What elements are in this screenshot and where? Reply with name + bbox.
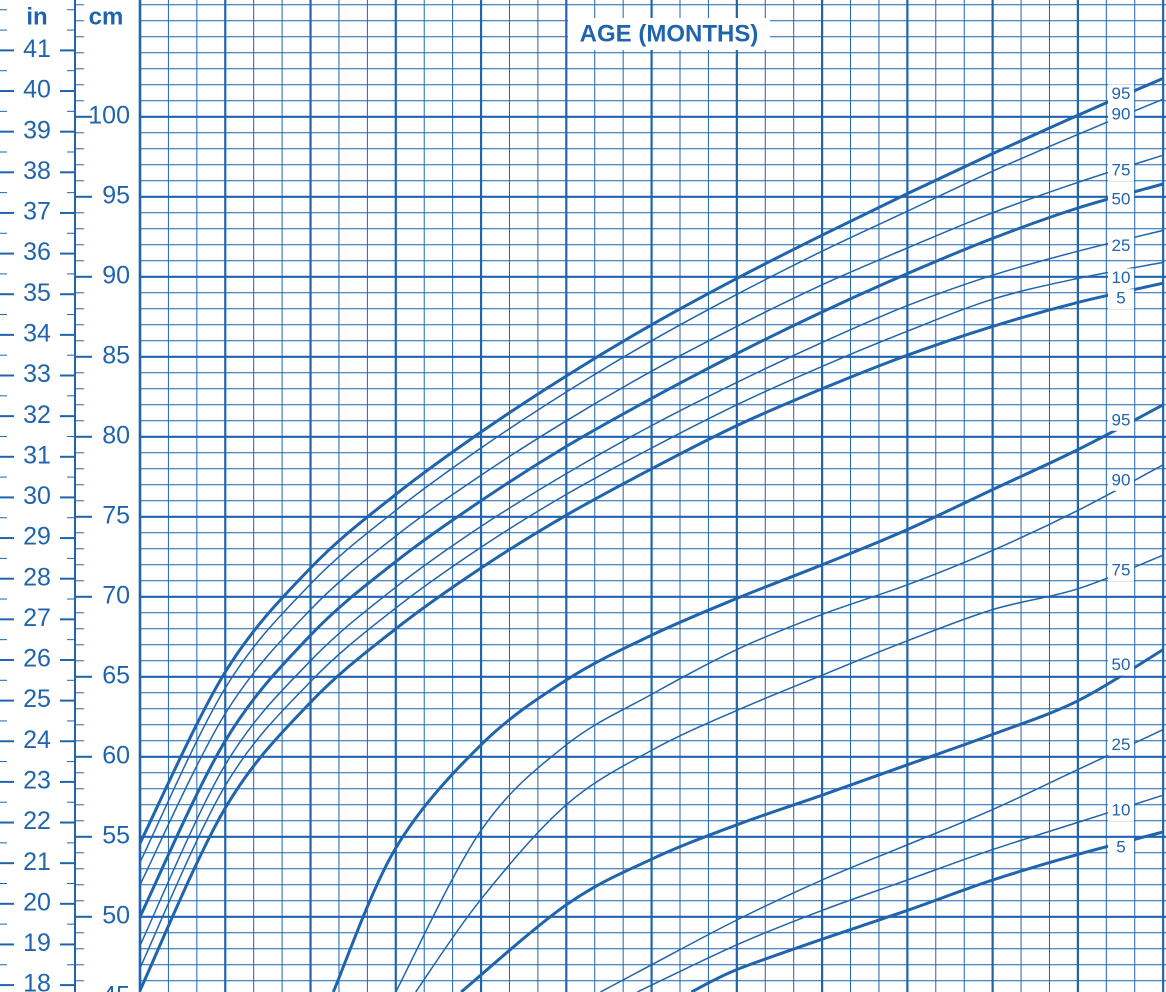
labels: 95 90 75 50 25 10 5 95 90 75 50 25 10 5 AGE (MONTHS)	[568, 18, 1134, 858]
legend-label: 10	[1112, 801, 1131, 820]
percentile-curve	[140, 98, 1164, 863]
title-box	[568, 18, 770, 50]
y2-tick-label: 29	[23, 523, 51, 551]
y2-tick-label: 27	[23, 604, 51, 632]
legend-label: 75	[1112, 161, 1131, 180]
y2-tick-label: 37	[23, 198, 51, 226]
y-tick-label: 85	[102, 341, 130, 369]
legend-label: 10	[1112, 268, 1131, 287]
y2-axis-title: in	[26, 3, 47, 30]
y-tick-label: 90	[102, 261, 130, 289]
y2-tick-label: 41	[23, 35, 51, 63]
header-box	[84, 4, 128, 32]
legend-label: 25	[1112, 236, 1131, 255]
label-box	[1108, 561, 1134, 582]
y-tick-label: 80	[102, 421, 130, 449]
percentile-curve	[140, 261, 1164, 969]
legend-label: 90	[1112, 105, 1131, 124]
legend-label: 90	[1112, 470, 1131, 489]
y-tick-label: 95	[102, 181, 130, 209]
y2-tick-label: 18	[23, 970, 51, 992]
label-box	[1108, 470, 1134, 491]
label-box	[1108, 161, 1134, 182]
axes: 45 50 55 60 65 70 75 80 85 90 95 100 18 19 20 21 22 23 24 2…	[0, 0, 142, 992]
label-box	[1108, 105, 1134, 126]
percentile-curve	[140, 229, 1164, 946]
y2-tick-label: 26	[23, 645, 51, 673]
y2-tick-label: 20	[23, 888, 51, 916]
label-box	[1108, 838, 1134, 858]
percentile-curve	[460, 648, 1164, 992]
legend-label: 95	[1112, 410, 1131, 429]
y2-tick-label: 31	[23, 441, 51, 469]
chart-title: AGE (MONTHS)	[580, 20, 759, 47]
label-box	[1108, 410, 1134, 431]
legend-label: 95	[1112, 84, 1131, 103]
legend-label: 75	[1112, 561, 1131, 580]
y-tick-label: 50	[102, 901, 130, 929]
percentile-curve	[637, 794, 1164, 992]
y2-tick-label: 28	[23, 563, 51, 591]
percentile-curve	[140, 77, 1164, 844]
label-box	[1108, 801, 1134, 822]
y2-tick-label: 21	[23, 848, 51, 876]
y-axis-title: cm	[89, 3, 124, 30]
percentile-curve	[415, 554, 1164, 992]
percentile-curve	[600, 728, 1164, 992]
y-tick-label: 60	[102, 741, 130, 769]
legend-label: 5	[1116, 289, 1125, 308]
y2-tick-label: 34	[23, 319, 51, 347]
label-box	[1108, 190, 1134, 210]
y-tick-label: 75	[102, 501, 130, 529]
label-box	[1108, 735, 1134, 756]
y-tick-label: 70	[102, 581, 130, 609]
y2-tick-label: 40	[23, 76, 51, 104]
y2-tick-label: 35	[23, 279, 51, 307]
percentile-curve	[690, 830, 1164, 992]
y2-tick-label: 19	[23, 929, 51, 957]
y2-tick-label: 33	[23, 360, 51, 388]
percentile-curve	[395, 464, 1164, 992]
legend-label: 50	[1112, 189, 1131, 208]
legend-label: 5	[1116, 837, 1125, 856]
y2-tick-label: 22	[23, 807, 51, 835]
y2-tick-label: 25	[23, 685, 51, 713]
legend-label: 50	[1112, 655, 1131, 674]
curves	[140, 77, 1164, 992]
y-tick-label: 55	[102, 821, 130, 849]
percentile-curve	[140, 154, 1164, 886]
y-tick-label: 65	[102, 661, 130, 689]
y2-tick-label: 39	[23, 116, 51, 144]
label-box	[1108, 236, 1134, 257]
label-box	[1108, 268, 1134, 289]
label-box	[1108, 84, 1134, 105]
y2-tick-label: 24	[23, 726, 51, 754]
percentile-curve	[140, 182, 1164, 918]
percentile-curve	[331, 403, 1164, 992]
y-tick-label: 100	[88, 101, 130, 129]
y2-tick-label: 38	[23, 157, 51, 185]
legend-label: 25	[1112, 735, 1131, 754]
y2-tick-label: 36	[23, 238, 51, 266]
y-tick-label: 45	[102, 981, 130, 992]
label-box	[1108, 289, 1134, 310]
y2-tick-label: 32	[23, 401, 51, 429]
y2-tick-label: 23	[23, 767, 51, 795]
header-box	[20, 4, 54, 32]
y2-tick-label: 30	[23, 482, 51, 510]
label-box	[1108, 655, 1134, 676]
percentile-curve	[140, 281, 1164, 992]
